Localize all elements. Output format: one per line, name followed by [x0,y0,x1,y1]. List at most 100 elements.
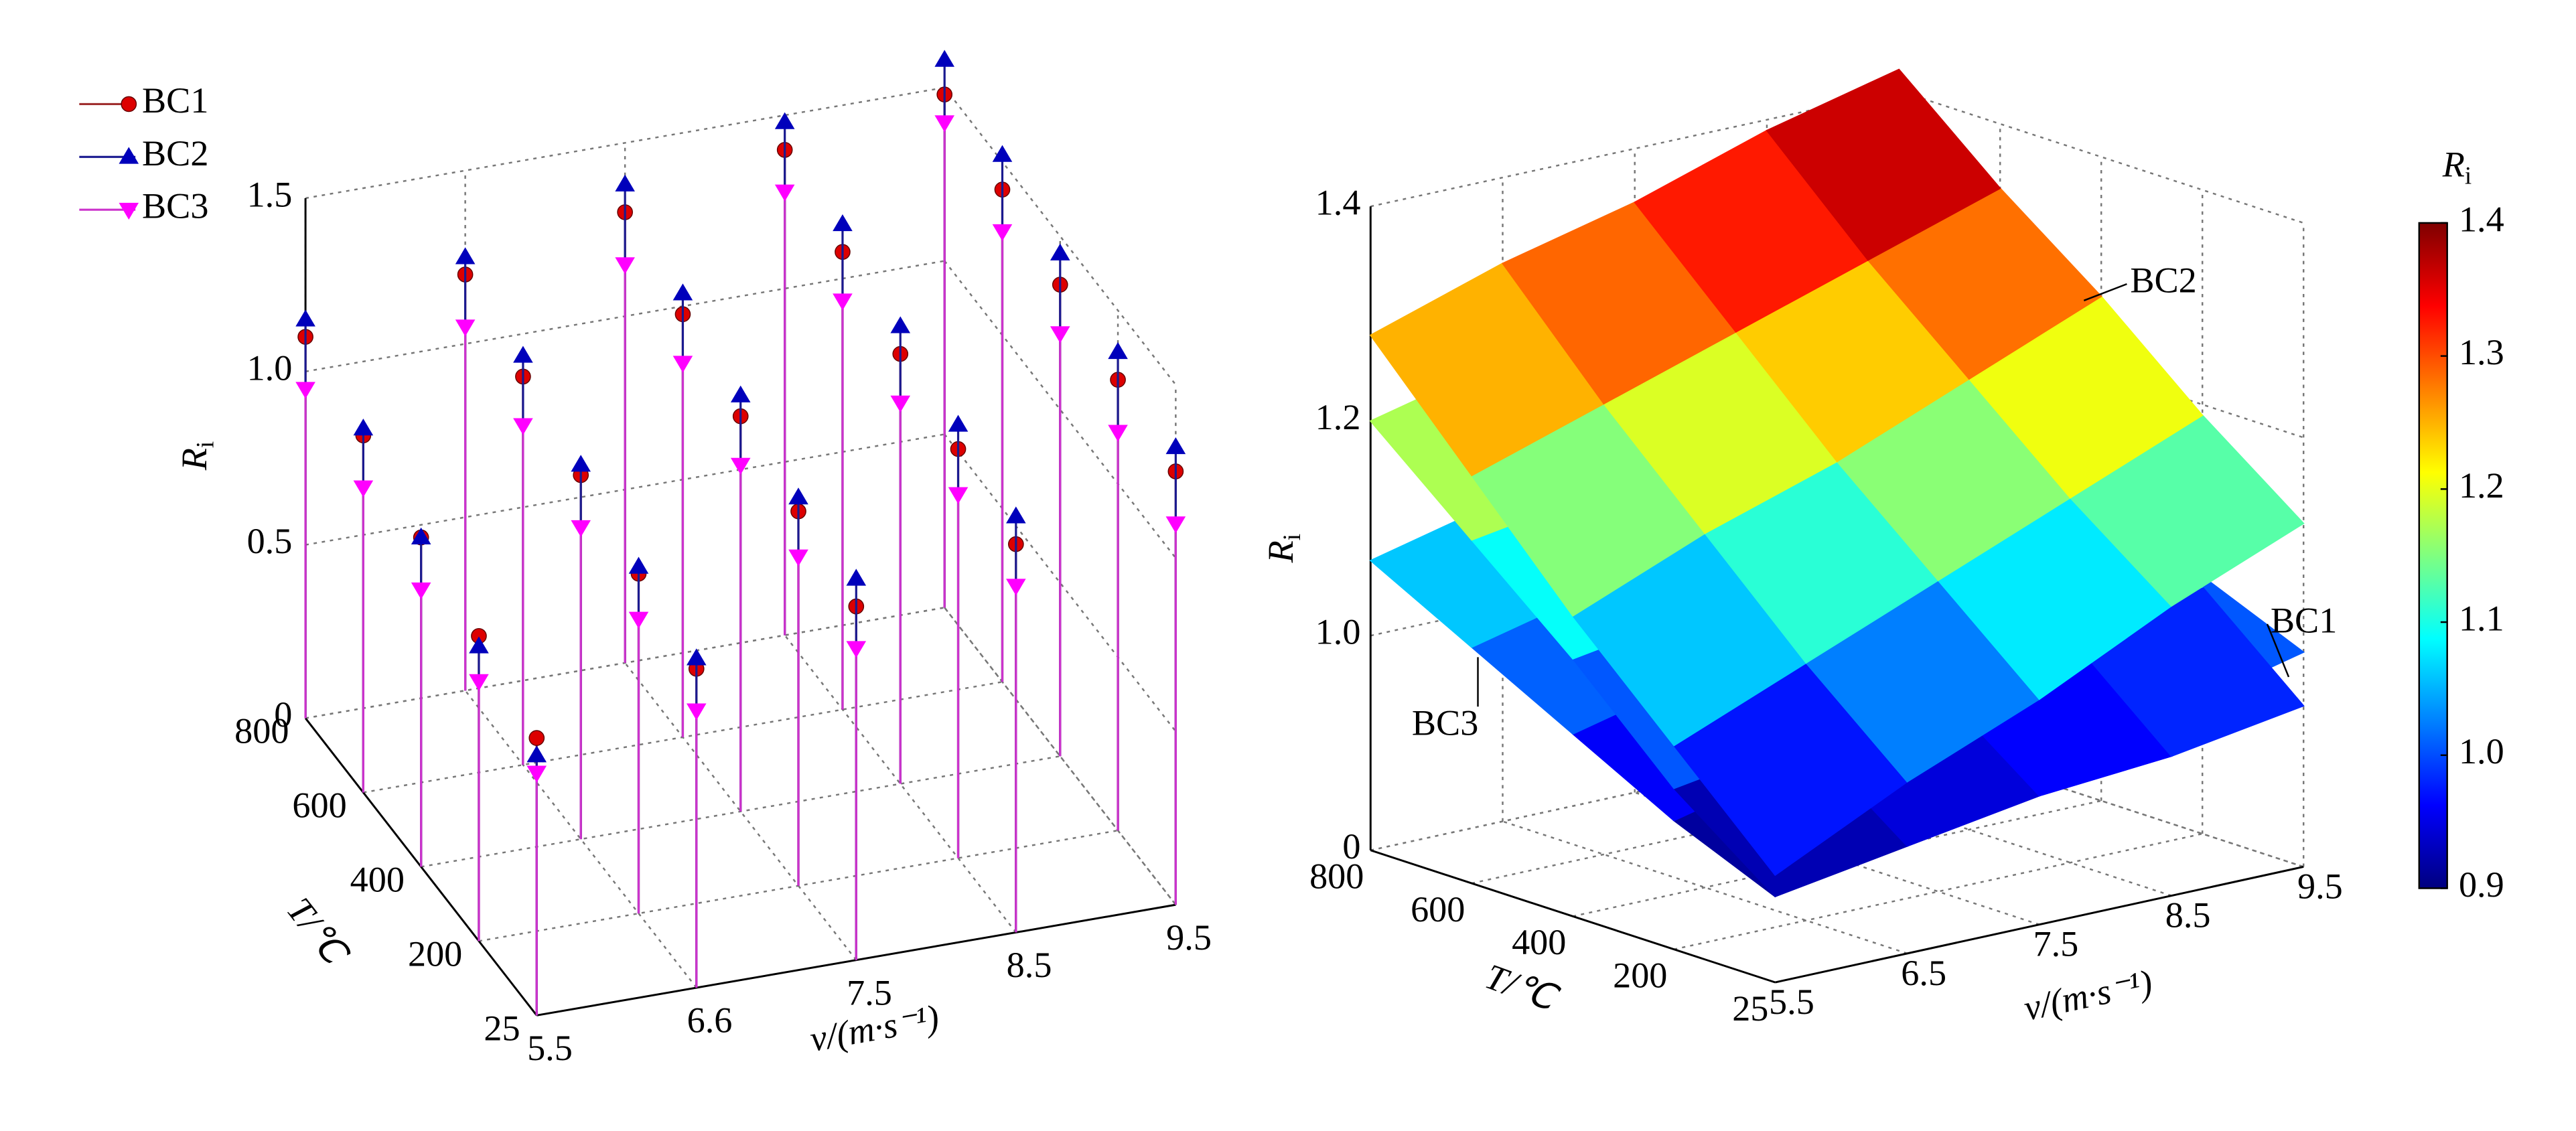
floor-grid [464,690,697,988]
marker [788,549,808,567]
marker [513,346,533,363]
marker [119,147,139,164]
marker [628,556,649,574]
x-tick-label: 7.5 [847,972,892,1012]
marker [730,457,751,475]
x-tick-label: 9.5 [2297,866,2343,906]
marker [948,414,969,432]
marker [774,184,795,202]
marker [992,145,1013,162]
x-tick-label: 7.5 [2033,924,2079,964]
y-tick-label: 400 [350,860,405,900]
marker [571,520,591,537]
annotation: BC2 [2130,260,2196,301]
marker [526,745,547,763]
label-sub: i [1278,534,1305,540]
floor-grid [944,607,1177,905]
marker [513,418,533,435]
marker [469,674,489,691]
colorbar [2418,222,2448,889]
marker [1108,425,1128,442]
marker [788,487,808,505]
z-tick-label: 1.5 [247,174,293,214]
marker [469,636,489,654]
axis [1370,849,1776,984]
marker [846,641,867,658]
marker [686,703,707,721]
label-sub: i [192,441,219,448]
annotation-leader [2266,623,2290,678]
y-tick-label: 200 [1613,956,1667,996]
colorbar-tick-label: 1.1 [2459,599,2504,639]
marker [730,385,751,402]
marker [1006,506,1026,524]
x-tick-label: 8.5 [1007,945,1052,985]
y-tick-label: 25 [484,1008,520,1048]
annotation: BC1 [2271,600,2337,640]
marker [526,765,547,783]
marker [890,395,911,412]
label-main: R [2442,145,2465,185]
marker [934,115,954,133]
marker [833,293,853,311]
marker [934,50,954,67]
marker [615,174,635,192]
marker [774,112,795,129]
z-tick-label: 0 [1342,826,1360,866]
z-tick-label: 1.0 [1315,612,1361,652]
marker [455,247,476,265]
marker [295,382,315,399]
label-main: R [174,448,214,471]
grid-line [305,86,945,200]
x-tick-label: 5.5 [1769,982,1814,1022]
marker [948,487,969,504]
axis-label: Ri [1261,534,1306,563]
marker [353,480,374,498]
marker [615,257,635,275]
z-tick-label: 1.0 [247,348,293,388]
grid-line [944,433,1177,733]
marker [686,648,707,666]
marker [833,214,853,232]
z-tick-label: 1.2 [1315,397,1361,437]
legend-label: BC2 [142,133,208,173]
x-tick-label: 5.5 [527,1028,573,1068]
axis-label: T/℃ [279,890,356,974]
colorbar-tick-label: 1.4 [2459,199,2504,239]
marker [992,224,1013,242]
y-tick-label: 600 [292,785,346,826]
marker [1050,243,1070,260]
label-sub: i [2465,162,2472,190]
z-tick-label: 0 [274,694,292,735]
marker [890,316,911,333]
y-tick-label: 200 [408,933,462,974]
y-tick-label: 600 [1411,889,1465,929]
y-tick-label: 25 [1732,988,1768,1029]
label-main: R [1261,540,1301,563]
colorbar-tick-label: 1.0 [2459,731,2504,771]
x-tick-label: 6.6 [687,1000,733,1041]
marker [846,569,867,586]
marker [672,283,693,301]
floor-grid [784,634,1017,933]
annotation-leader [2083,283,2127,301]
colorbar-tick-label: 1.3 [2459,332,2504,372]
grid-line [944,260,1177,559]
marker [628,611,649,629]
grid-line [944,87,1177,386]
z-tick-label: 0.5 [247,521,293,561]
y-tick-label: 800 [234,711,289,751]
marker [1108,342,1128,360]
marker [528,730,545,746]
marker [455,319,476,337]
legend-label: BC1 [142,80,208,121]
marker [571,455,591,472]
y-tick-label: 800 [1309,856,1364,897]
colorbar-tick-label: 1.2 [2459,465,2504,506]
x-tick-label: 9.5 [1166,917,1212,958]
colorbar-tick-label: 0.9 [2459,864,2504,905]
x-tick-label: 6.5 [1901,953,1946,993]
x-tick-label: 8.5 [2165,895,2211,935]
y-tick-label: 400 [1512,922,1566,962]
